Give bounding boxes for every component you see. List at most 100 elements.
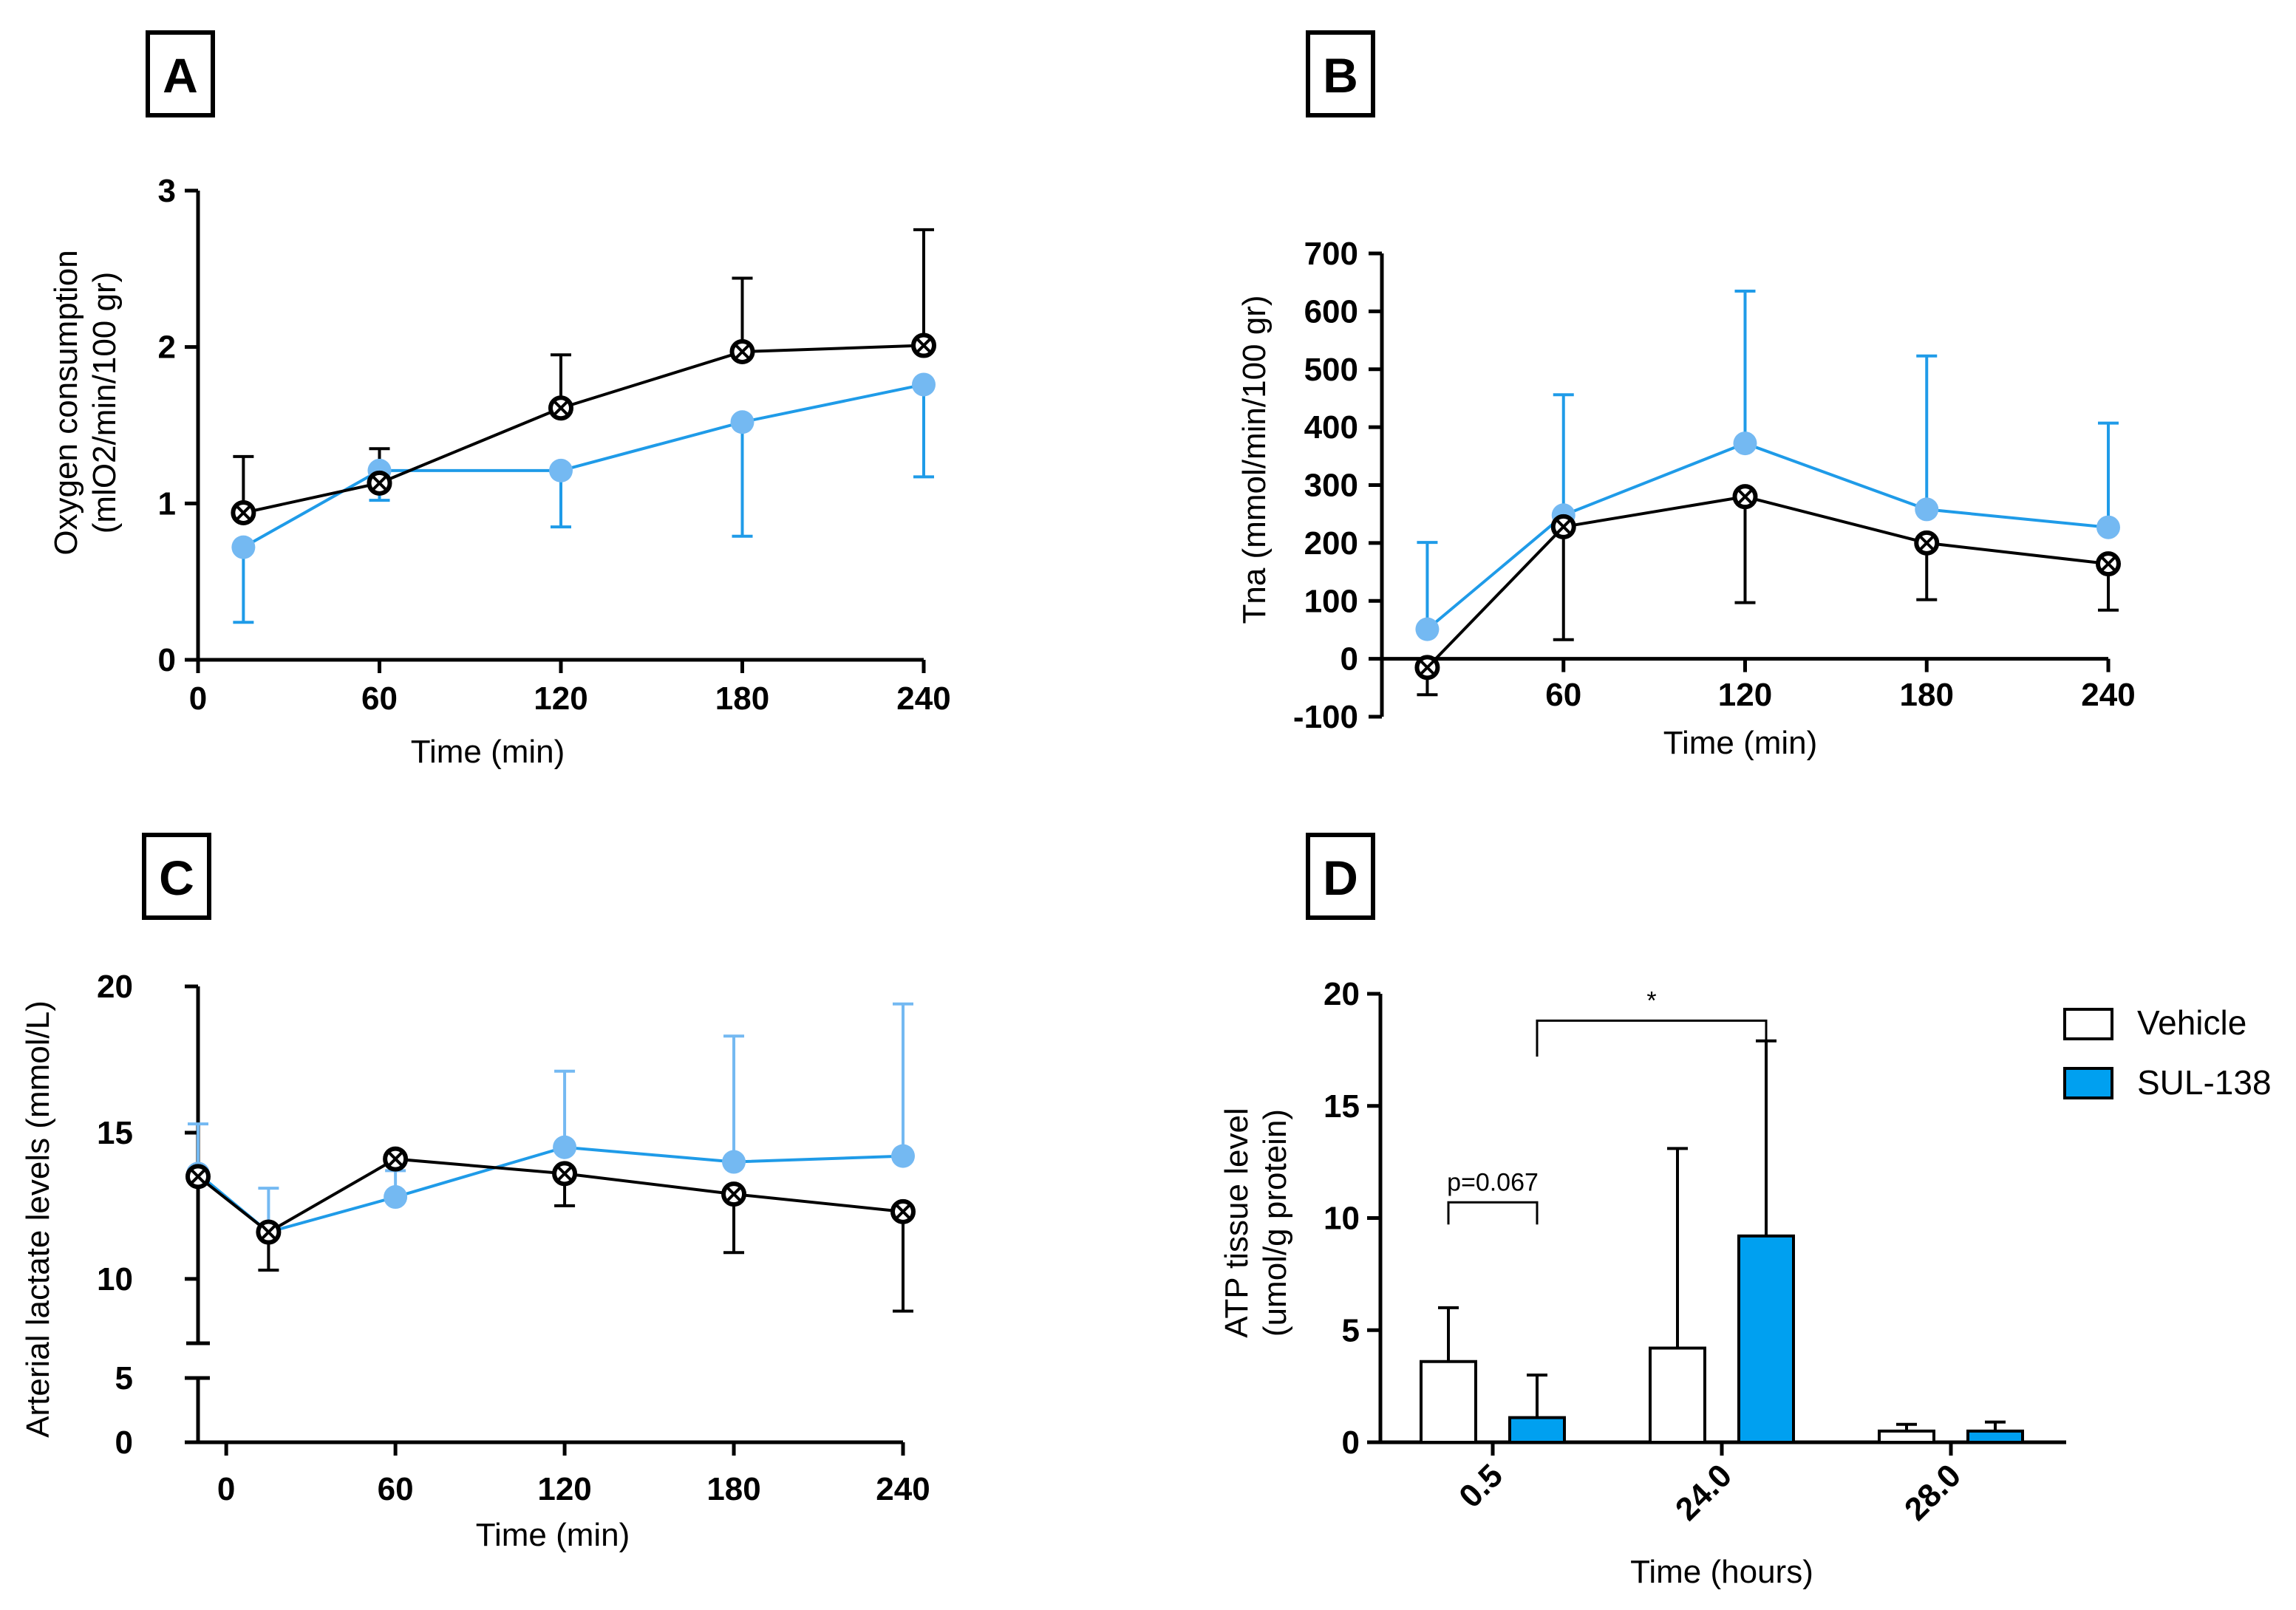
panel-a-series-sul138-point xyxy=(231,535,256,559)
panel-b-series-sul138-point xyxy=(1915,497,1939,522)
panel-c-series-vehicle-point-cross xyxy=(191,1169,205,1184)
panel-c-series-sul138-point xyxy=(553,1135,577,1159)
panel-a-series-vehicle-point-cross xyxy=(553,400,568,415)
legend-label-sul138: SUL-138 xyxy=(2137,1063,2272,1102)
panel-d-label: D xyxy=(1323,850,1358,905)
panel-a-ylabel-line1: Oxygen consumption xyxy=(48,250,84,555)
panel-a-series-vehicle-point xyxy=(911,332,936,358)
panel-d-significance-label: * xyxy=(1646,986,1656,1014)
panel-c-series-vehicle-line xyxy=(197,1157,904,1234)
panel-b-series-sul138-point xyxy=(2096,515,2120,539)
panel-d-y-tick-label: 5 xyxy=(1342,1312,1360,1348)
panel-d-x-tick-label: 28.0 xyxy=(1898,1457,1968,1527)
panel-b-xlabel: Time (min) xyxy=(1663,725,1818,761)
panel-b-series-vehicle-point xyxy=(1732,484,1758,510)
panel-c-x-tick-label: 0 xyxy=(217,1471,235,1507)
panel-b-y-tick-label: -100 xyxy=(1293,699,1358,735)
panel-d: D Time (hours) ATP tissue level (umol/g … xyxy=(1219,833,2272,1590)
panel-a-y-tick-label: 0 xyxy=(158,642,176,678)
panel-b-y-tick-label: 0 xyxy=(1341,641,1358,678)
panel-c-y-tick-label: 0 xyxy=(115,1425,133,1461)
panel-a-y-tick-label: 2 xyxy=(158,330,176,366)
panel-c-series-vehicle-point-cross xyxy=(388,1152,403,1166)
panel-b-series-vehicle-point-cross xyxy=(1556,519,1571,534)
panel-c-x-tick-label: 60 xyxy=(378,1471,414,1507)
panel-d-y-tick-label: 15 xyxy=(1324,1088,1360,1125)
panel-b-x-tick-label: 180 xyxy=(1900,677,1954,713)
panel-b-y-tick-label: 500 xyxy=(1304,352,1358,388)
panel-c-series-sul138-point xyxy=(722,1150,746,1174)
panel-b-series-vehicle-point-cross xyxy=(2101,556,2116,571)
panel-a-series-sul138-point xyxy=(549,458,573,482)
panel-c-series-vehicle-point xyxy=(552,1161,578,1187)
panel-d-bar-sul138 xyxy=(1737,1234,1795,1444)
panel-c-y-tick-label: 20 xyxy=(97,969,133,1005)
panel-c-series-sul138-point xyxy=(384,1185,408,1210)
panel-d-significance-bracket xyxy=(1536,1019,1768,1057)
panel-d-plot: 0 5 10 15 20 0.5 24.0 28.0 p=0.067 * xyxy=(1324,976,2066,1528)
panel-d-bar-sul138 xyxy=(1966,1429,2024,1444)
panel-b-x-tick-label: 60 xyxy=(1545,677,1581,713)
panel-c-label: C xyxy=(159,850,194,905)
panel-b-series-vehicle-point-cross xyxy=(1919,536,1934,550)
panel-a-y-tick-label: 1 xyxy=(158,485,176,522)
panel-b-x-tick-label: 120 xyxy=(1718,677,1772,713)
panel-c-plot: 0 5 10 15 20 0 60 120 180 240 xyxy=(97,969,930,1507)
panel-b-ylabel: Tna (mmol/min/100 gr) xyxy=(1236,295,1273,624)
panel-b-x-tick-label: 240 xyxy=(2081,677,2135,713)
panel-c-ylabel: Arterial lactate levels (mmol/L) xyxy=(20,1000,56,1438)
panel-b-series-vehicle-line xyxy=(1426,495,2109,669)
panel-a-xlabel: Time (min) xyxy=(411,734,565,770)
panel-b-series-vehicle-point xyxy=(1914,530,1940,556)
panel-b-series-vehicle-point-cross xyxy=(1738,489,1752,504)
panel-b-series-vehicle-point-cross xyxy=(1420,660,1434,675)
panel-c-series-vehicle-point xyxy=(890,1198,916,1224)
panel-d-label-box xyxy=(1306,833,1375,920)
panel-b-series-vehicle-point xyxy=(1550,514,1576,539)
panel-c-series-vehicle-point xyxy=(256,1219,282,1245)
panel-d-bar-vehicle xyxy=(1649,1346,1706,1444)
legend-label-vehicle: Vehicle xyxy=(2137,1003,2246,1042)
panel-a-x-tick-label: 240 xyxy=(896,681,950,717)
legend-swatch-sul138 xyxy=(2063,1067,2113,1099)
panel-d-significance-label: p=0.067 xyxy=(1447,1168,1539,1196)
panel-c-series-vehicle-point-cross xyxy=(726,1187,741,1201)
panel-b-y-tick-label: 600 xyxy=(1304,293,1358,330)
panel-a-series-sul138-point xyxy=(912,372,936,397)
panel-a-x-tick-label: 60 xyxy=(361,681,398,717)
panel-d-significance-bracket xyxy=(1447,1201,1539,1225)
panel-b-plot: -100 0 100 200 300 400 500 600 700 60 120 180 240 xyxy=(1293,236,2136,735)
panel-c-series-sul138-line xyxy=(197,1145,904,1234)
panel-b-y-tick-label: 200 xyxy=(1304,525,1358,562)
panel-a-plot: 0 1 2 3 0 60 120 180 240 xyxy=(158,173,951,717)
panel-a-series-vehicle-point xyxy=(729,339,755,365)
panel-d-x-tick-label: 24.0 xyxy=(1669,1457,1739,1527)
panel-b-series-sul138-line xyxy=(1426,441,2109,631)
panel-c-y-tick-label: 15 xyxy=(97,1115,133,1151)
panel-a-x-tick-label: 0 xyxy=(189,681,207,717)
panel-b-series-vehicle-point xyxy=(2096,551,2121,577)
panel-b-y-tick-label: 100 xyxy=(1304,583,1358,619)
panel-d-y-tick-label: 20 xyxy=(1324,976,1360,1012)
panel-a-x-tick-label: 120 xyxy=(534,681,587,717)
panel-b-y-tick-label: 300 xyxy=(1304,468,1358,504)
panel-c-series-vehicle-point xyxy=(185,1164,211,1190)
panel-a-ylabel-line2: (mlO2/min/100 gr) xyxy=(86,272,123,534)
panel-d-xlabel: Time (hours) xyxy=(1630,1554,1813,1590)
panel-a-series-vehicle-line xyxy=(242,344,924,514)
panel-d-ylabel-line1: ATP tissue level xyxy=(1219,1108,1255,1337)
panel-d-x-tick-label: 0.5 xyxy=(1452,1457,1510,1515)
panel-c-series-vehicle-point xyxy=(721,1181,747,1207)
panel-a-series-vehicle-point-cross xyxy=(372,476,386,491)
panel-b: B Time (min) Tna (mmol/min/100 gr) -100 0… xyxy=(1236,30,2136,761)
panel-a-series-vehicle-point-cross xyxy=(916,338,931,352)
panel-c-x-tick-label: 120 xyxy=(537,1471,591,1507)
panel-c-series-vehicle-point-cross xyxy=(896,1204,910,1219)
panel-b-y-tick-label: 400 xyxy=(1304,409,1358,446)
panel-d-bar-vehicle xyxy=(1420,1360,1477,1444)
panel-a: A Time (min) Oxygen consumption (mlO2/mi… xyxy=(48,30,951,770)
panel-c-y-tick-label: 5 xyxy=(115,1360,133,1396)
panel-d-bar-sul138 xyxy=(1508,1416,1566,1444)
panel-b-label: B xyxy=(1323,48,1358,103)
